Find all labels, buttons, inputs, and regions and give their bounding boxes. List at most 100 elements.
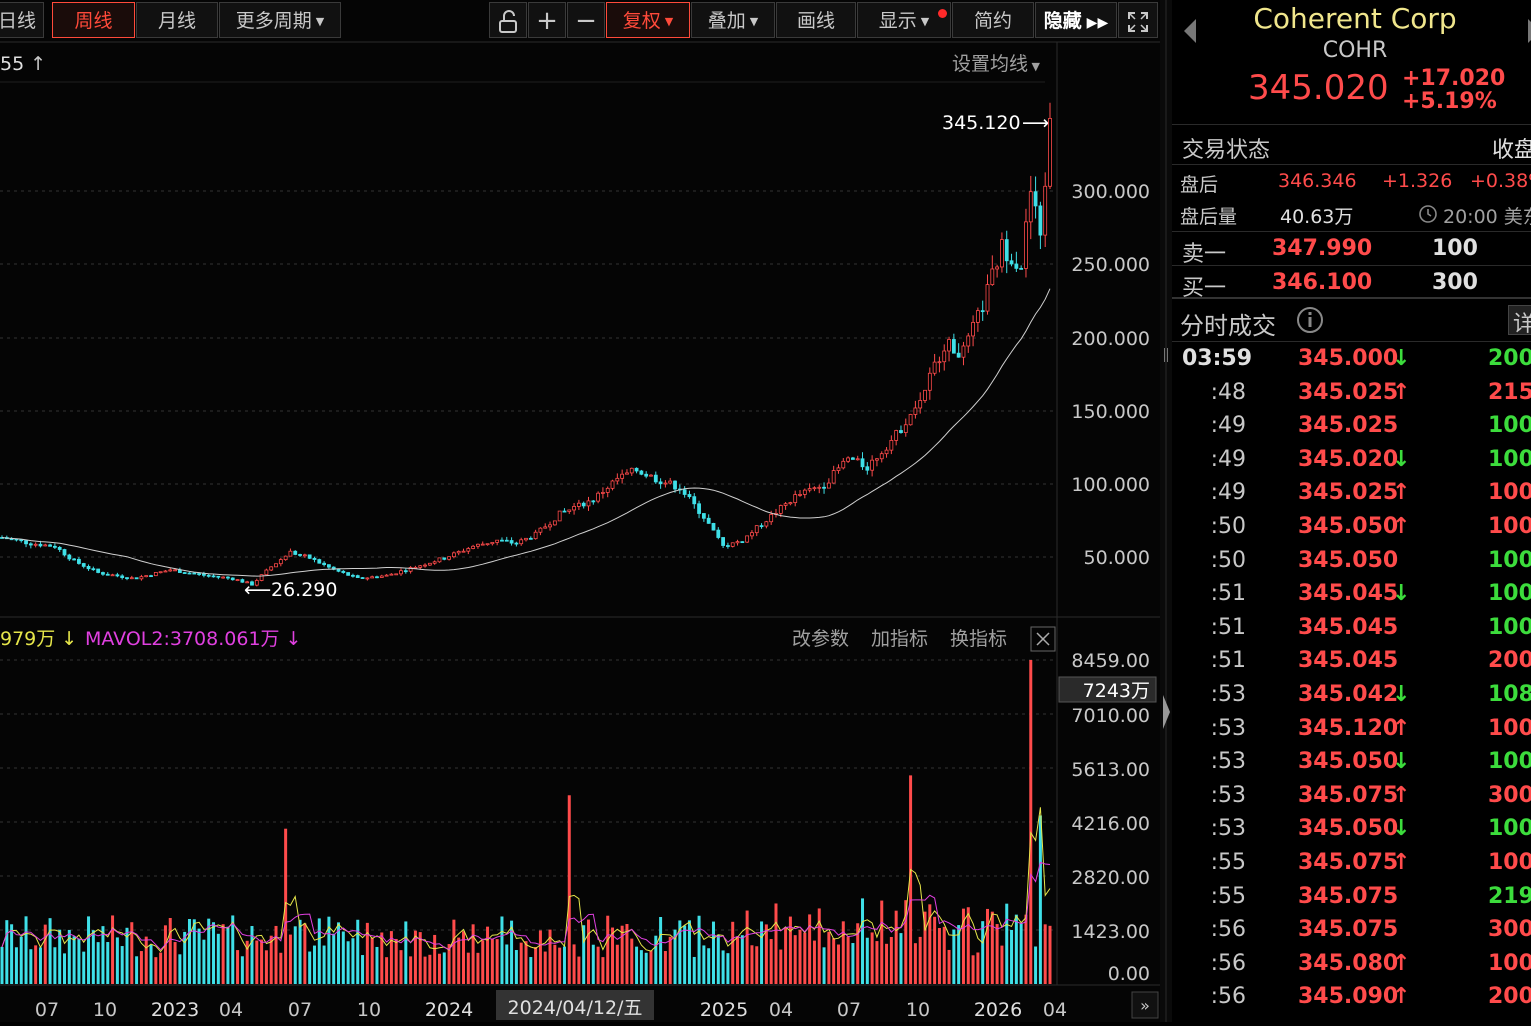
- candle-body: [24, 540, 28, 545]
- candle-body: [293, 550, 298, 555]
- down-arrow-icon: ↓: [1392, 446, 1411, 472]
- volume-bar: [644, 952, 648, 984]
- unlock-icon[interactable]: [489, 2, 527, 38]
- volume-bar: [1019, 923, 1023, 984]
- candle-body: [721, 537, 726, 546]
- trade-price: 345.045: [1298, 581, 1399, 607]
- volume-bar: [38, 947, 42, 984]
- overlay-button[interactable]: 叠加 ▼: [691, 2, 775, 38]
- panel-divider[interactable]: [1160, 0, 1172, 1022]
- volume-bar: [139, 951, 143, 984]
- candle-body: [937, 361, 942, 364]
- volume-bar: [322, 945, 326, 984]
- adjust-fuquan-button[interactable]: 复权 ▼: [606, 2, 690, 38]
- trade-row: :56 345.090 ↑ 200: [1172, 984, 1531, 1017]
- add-indicator-button[interactable]: 加指标: [871, 628, 928, 650]
- fullscreen-icon[interactable]: [1118, 2, 1158, 38]
- candle-body: [567, 509, 572, 512]
- candle-body: [500, 539, 504, 542]
- ma-settings-button[interactable]: 设置均线 ▼: [952, 53, 1041, 75]
- ask-size: 100: [1432, 236, 1478, 261]
- next-stock-button[interactable]: [1524, 16, 1531, 46]
- candle-body: [168, 569, 173, 572]
- volume-bar: [418, 932, 422, 984]
- candle-body: [524, 537, 528, 541]
- tab-weekly[interactable]: 周线: [52, 2, 135, 38]
- bid-size: 300: [1432, 270, 1478, 295]
- edit-params-button[interactable]: 改参数: [792, 628, 849, 650]
- draw-line-button[interactable]: 画线: [776, 2, 856, 38]
- volume-bar: [596, 946, 600, 984]
- volume-bar: [865, 937, 869, 984]
- tab-monthly[interactable]: 月线: [136, 2, 218, 38]
- kline-chart[interactable]: 300.000 250.000 200.000 150.000 100.000 …: [0, 0, 1160, 1022]
- volume-bar: [433, 934, 437, 984]
- candle-body: [125, 577, 129, 580]
- price-change: +17.020: [1402, 66, 1506, 91]
- volume-bar: [861, 898, 865, 984]
- volume-bar: [178, 954, 182, 984]
- volume-bar: [524, 941, 528, 984]
- candle-body: [879, 453, 884, 460]
- vol-tick: 5613.00: [1071, 759, 1150, 781]
- trades-title: 分时成交: [1180, 312, 1276, 340]
- candle-body: [697, 503, 701, 514]
- display-button[interactable]: 显示 ▼: [857, 2, 951, 38]
- adjust-label: 复权: [622, 10, 661, 32]
- tab-more-periods[interactable]: 更多周期 ▼: [219, 2, 341, 38]
- candle-body: [427, 562, 432, 566]
- volume-bar: [389, 931, 393, 984]
- close-icon[interactable]: [1030, 626, 1056, 652]
- volume-bar: [5, 920, 9, 984]
- hide-button[interactable]: 隐藏 ▶▶: [1035, 2, 1117, 38]
- volume-bar: [173, 942, 177, 984]
- candle-body: [101, 572, 105, 575]
- chart-area[interactable]: 300.000 250.000 200.000 150.000 100.000 …: [0, 0, 1160, 1022]
- simple-mode-button[interactable]: 简约: [952, 2, 1034, 38]
- price-change-pct: +5.19%: [1402, 89, 1497, 114]
- trade-volume: 100: [1488, 850, 1531, 875]
- candle-body: [67, 554, 72, 560]
- prev-stock-button[interactable]: [1180, 16, 1202, 46]
- switch-indicator-button[interactable]: 换指标: [950, 628, 1007, 650]
- y-tick: 50.000: [1084, 547, 1150, 569]
- candle-body: [187, 572, 192, 575]
- candle-body: [326, 564, 331, 568]
- trade-price: 345.025: [1298, 379, 1399, 405]
- detail-button[interactable]: 详细: [1508, 305, 1531, 335]
- volume-bar: [154, 957, 158, 984]
- volume-bar: [312, 945, 316, 984]
- scroll-right-button[interactable]: »: [1131, 991, 1159, 1019]
- plus-icon[interactable]: +: [528, 2, 566, 38]
- candle-body: [370, 576, 375, 579]
- volume-bar: [966, 907, 970, 984]
- trade-time: :50: [1210, 547, 1246, 573]
- volume-bar: [601, 957, 605, 984]
- down-arrow-icon: ↓: [1392, 682, 1411, 707]
- minus-icon[interactable]: −: [567, 2, 605, 38]
- trade-price: 345.075: [1298, 850, 1399, 875]
- candle-body: [701, 513, 706, 519]
- candle-body: [903, 424, 908, 433]
- candle-body: [985, 284, 990, 312]
- volume-bar: [572, 944, 576, 984]
- volume-bar: [683, 925, 687, 984]
- ticker: COHR: [1322, 38, 1388, 63]
- trade-price: 345.000: [1298, 346, 1399, 371]
- volume-bar: [423, 956, 427, 984]
- tab-daily[interactable]: 日线: [0, 2, 44, 38]
- after-hours-label: 盘后: [1180, 174, 1219, 196]
- volume-bar: [24, 916, 28, 984]
- volume-bar: [937, 928, 941, 984]
- info-icon[interactable]: [1296, 306, 1324, 338]
- candle-body: [442, 557, 447, 560]
- trade-time: :51: [1210, 581, 1246, 607]
- candle-body: [485, 543, 490, 546]
- trade-volume: 100: [1488, 950, 1531, 976]
- volume-bar: [606, 915, 610, 984]
- volume-bar: [486, 926, 490, 984]
- volume-bar: [947, 949, 951, 984]
- candle-body: [572, 506, 576, 511]
- volume-bar: [284, 828, 288, 984]
- volume-bar: [106, 942, 110, 984]
